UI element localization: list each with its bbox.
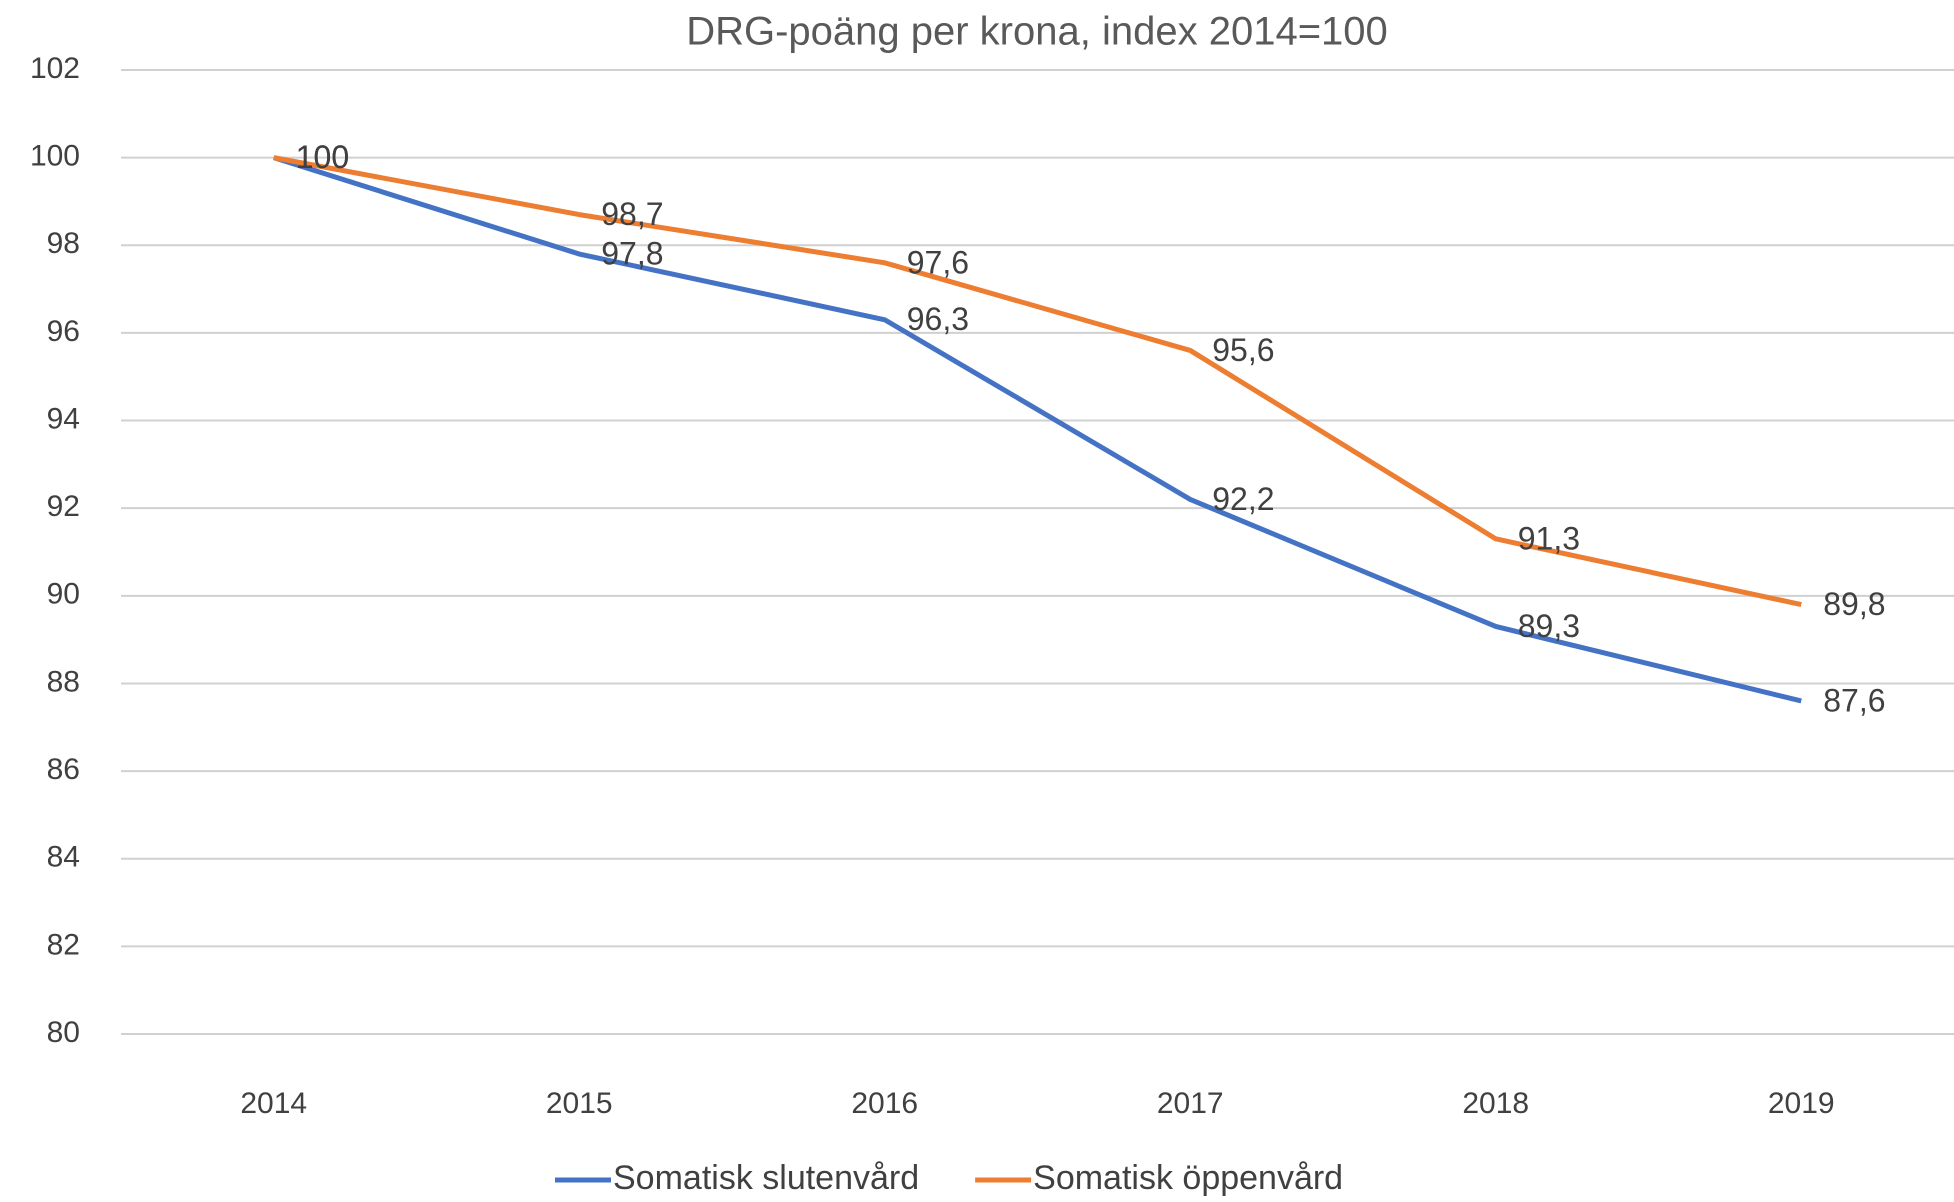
chart-title: DRG-poäng per krona, index 2014=100 <box>686 10 1388 54</box>
y-tick-label: 94 <box>47 402 80 435</box>
data-label: 89,3 <box>1518 608 1580 644</box>
data-label: 97,8 <box>601 235 663 271</box>
data-label: 91,3 <box>1518 520 1580 556</box>
data-label: 98,7 <box>601 196 663 232</box>
x-tick-label: 2015 <box>546 1087 613 1120</box>
x-tick-label: 2018 <box>1462 1087 1529 1120</box>
data-label: 92,2 <box>1212 481 1274 517</box>
y-tick-label: 80 <box>47 1016 80 1049</box>
legend-label: Somatisk öppenvård <box>1033 1159 1343 1197</box>
x-tick-label: 2019 <box>1768 1087 1835 1120</box>
data-label: 97,6 <box>907 244 969 280</box>
y-tick-label: 88 <box>47 665 80 698</box>
y-tick-label: 92 <box>47 490 80 523</box>
data-label: 95,6 <box>1212 332 1274 368</box>
data-label: 96,3 <box>907 301 969 337</box>
y-tick-label: 96 <box>47 315 80 348</box>
y-tick-label: 100 <box>30 140 80 173</box>
y-tick-label: 84 <box>47 841 80 874</box>
y-tick-label: 102 <box>30 52 80 85</box>
y-tick-label: 90 <box>47 578 80 611</box>
data-label: 87,6 <box>1823 682 1885 718</box>
x-tick-label: 2014 <box>240 1087 307 1120</box>
data-label: 100 <box>296 139 349 175</box>
y-tick-label: 82 <box>47 928 80 961</box>
x-tick-label: 2017 <box>1157 1087 1224 1120</box>
data-label: 100 <box>296 139 349 175</box>
legend-label: Somatisk slutenvård <box>613 1159 919 1197</box>
y-tick-label: 86 <box>47 753 80 786</box>
series-line <box>272 155 1802 704</box>
y-tick-label: 98 <box>47 227 80 260</box>
x-tick-label: 2016 <box>851 1087 918 1120</box>
data-label: 89,8 <box>1823 586 1885 622</box>
series-line <box>273 155 1802 608</box>
